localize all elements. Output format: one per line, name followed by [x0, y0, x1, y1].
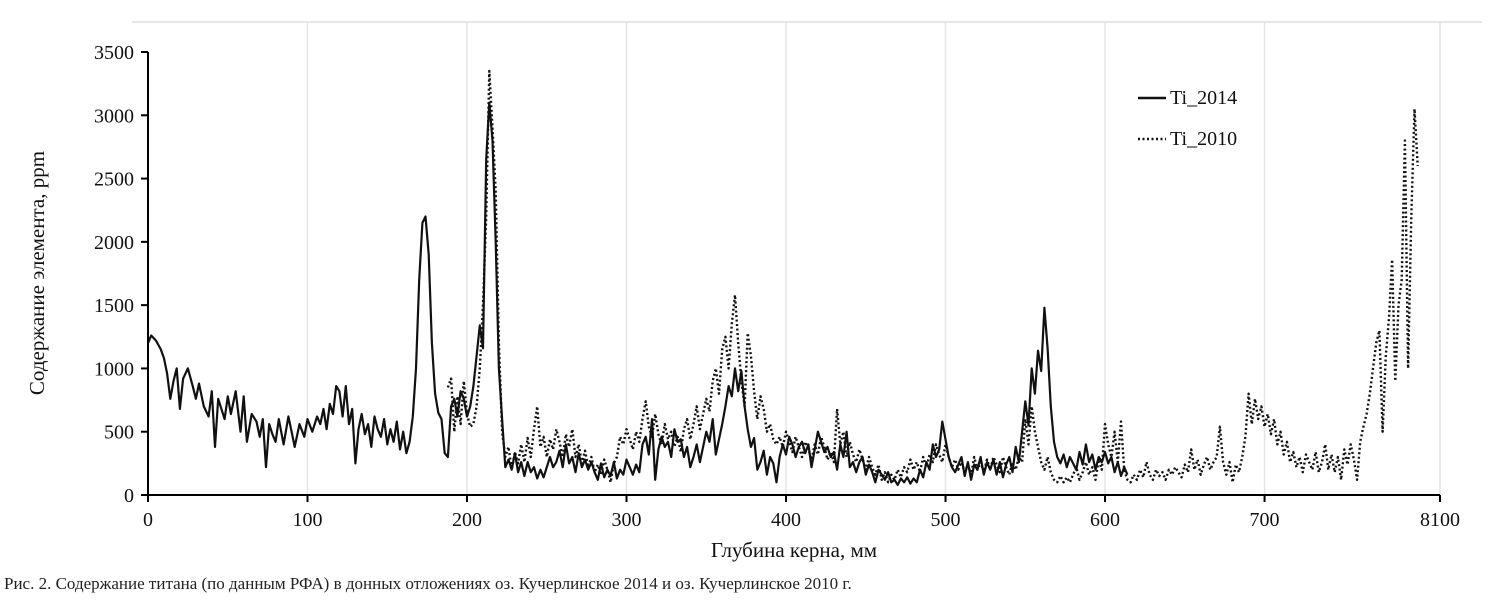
series-line-ti-2010 [446, 69, 1419, 484]
x-tick-label-5: 500 [931, 509, 961, 531]
chart: 0 500 1000 1500 2000 2500 3000 3500 0 100 200 300 4… [25, 21, 1482, 562]
y-tick-label-5: 2500 [94, 169, 134, 191]
x-axis-label: Глубина керна, мм [711, 538, 877, 562]
x-tick-label-2: 200 [452, 509, 482, 531]
x-tick-label-8: 8100 [1420, 509, 1460, 531]
series-line-ti-2014 [146, 101, 1129, 486]
x-tick-label-7: 700 [1250, 509, 1280, 531]
y-tick-label-3: 1500 [94, 295, 134, 317]
x-tick-label-1: 100 [293, 509, 323, 531]
x-tick-label-4: 400 [771, 509, 801, 531]
y-tick-label-2: 1000 [94, 358, 134, 380]
legend-label-ti-2010: Ti_2010 [1170, 128, 1237, 150]
y-ticks: 0 500 1000 1500 2000 2500 3000 3500 [94, 42, 148, 507]
legend-label-ti-2014: Ti_2014 [1170, 87, 1237, 109]
figure-caption: Рис. 2. Содержание титана (по данным РФА… [4, 574, 852, 593]
y-tick-label-6: 3000 [94, 105, 134, 127]
x-tick-label-0: 0 [143, 509, 153, 531]
axes [147, 52, 1440, 496]
x-ticks: 0 100 200 300 400 500 600 700 8100 [143, 495, 1460, 531]
x-tick-label-3: 300 [612, 509, 642, 531]
grid [306, 22, 1441, 495]
legend: Ti_2014 Ti_2010 [1138, 87, 1237, 150]
y-tick-label-7: 3500 [94, 42, 134, 64]
y-tick-label-0: 0 [124, 485, 134, 507]
x-tick-label-6: 600 [1090, 509, 1120, 531]
y-tick-label-1: 500 [104, 422, 134, 444]
series-layer [146, 69, 1419, 486]
y-tick-label-4: 2000 [94, 232, 134, 254]
y-axis-label: Содержание элемента, ppm [25, 151, 49, 395]
